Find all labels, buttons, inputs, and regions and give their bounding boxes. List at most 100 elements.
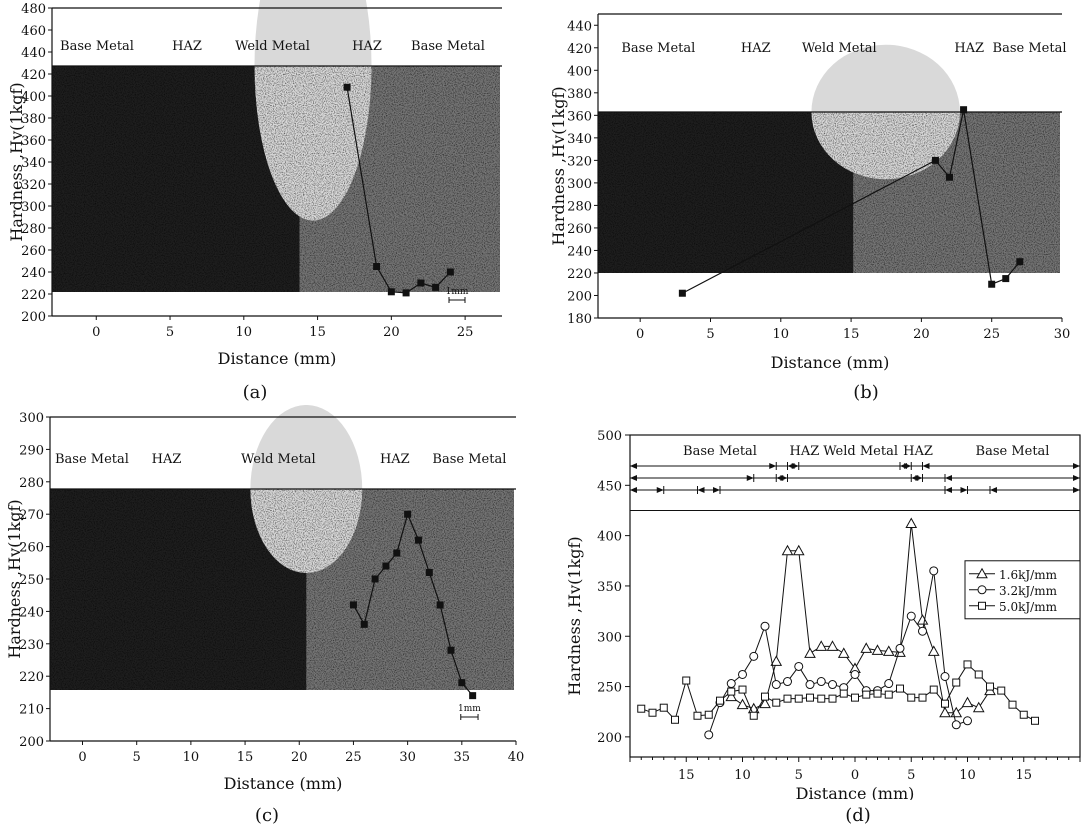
y-tick-label: 290 bbox=[19, 443, 44, 458]
caption-d: (d) bbox=[845, 805, 871, 826]
point-circle bbox=[794, 661, 804, 671]
region-label: HAZ bbox=[789, 444, 819, 459]
y-tick-label: 220 bbox=[21, 288, 46, 303]
y-tick-label: 250 bbox=[19, 573, 44, 588]
y-tick-label: 210 bbox=[19, 703, 44, 718]
hardness-point bbox=[458, 679, 466, 687]
point-square bbox=[896, 684, 904, 693]
point-square bbox=[873, 689, 882, 698]
region-label: Base Metal bbox=[683, 444, 757, 459]
x-axis-label: Distance (mm) bbox=[224, 774, 343, 793]
region-arrowhead bbox=[945, 487, 952, 493]
point-triangle bbox=[770, 655, 783, 666]
region-arrowhead bbox=[630, 475, 637, 481]
panel-d: 200 250 300 350 400 450 500 15 10 5 0 5 10 15 Base Met… bbox=[540, 405, 1084, 804]
x-tick-label: 10 bbox=[236, 325, 253, 340]
legend-label: 3.2kJ/mm bbox=[999, 584, 1058, 598]
y-axis-label: Hardness ,Hv(1kgf) bbox=[5, 499, 24, 658]
region-arrowhead bbox=[630, 487, 637, 493]
region-label: Base Metal bbox=[993, 41, 1067, 56]
x-tick-label: 25 bbox=[457, 325, 474, 340]
scale-bar-label: 1mm bbox=[446, 287, 469, 297]
y-tick-label: 420 bbox=[567, 42, 592, 57]
region-arrowhead bbox=[780, 475, 788, 481]
chart-b: 1802002202402602803003203403603804004204… bbox=[549, 13, 1070, 372]
point-square bbox=[727, 687, 736, 696]
hardness-point bbox=[1016, 258, 1024, 266]
panel-b: 180 200 220 240 260 280 300 320 340 360 380 400 420 4… bbox=[540, 0, 1084, 384]
region-arrowhead bbox=[630, 463, 637, 469]
point-square bbox=[828, 694, 837, 703]
region-label: Weld Metal bbox=[235, 39, 310, 54]
point-triangle bbox=[927, 645, 940, 656]
region-label: Base Metal bbox=[55, 452, 129, 467]
point-square bbox=[952, 678, 961, 687]
hardness-point bbox=[402, 289, 410, 297]
hardness-point bbox=[404, 510, 412, 518]
micrograph-edge bbox=[514, 487, 518, 692]
point-circle bbox=[749, 651, 759, 661]
hardness-point bbox=[371, 575, 379, 583]
y-axis-label: Hardness ,Hv(1kgf) bbox=[565, 536, 584, 695]
x-tick-label: 10 bbox=[183, 750, 200, 765]
y-axis-label: Hardness ,Hv(1kgf) bbox=[7, 82, 26, 241]
micrograph-edge bbox=[1060, 110, 1064, 275]
chart-c: 200 210 220 230 240 250 260 270 280 290 300 0 5 10 15 2… bbox=[5, 404, 524, 793]
x-tick-label: 5 bbox=[795, 768, 803, 783]
point-triangle bbox=[837, 647, 850, 658]
point-square bbox=[884, 690, 893, 699]
x-tick-label: 5 bbox=[907, 768, 915, 783]
y-tick-label: 200 bbox=[567, 289, 592, 304]
hardness-point bbox=[432, 283, 440, 291]
hardness-point bbox=[382, 562, 390, 570]
point-circle bbox=[704, 730, 714, 740]
hardness-point bbox=[393, 549, 401, 557]
y-tick-label: 400 bbox=[567, 64, 592, 79]
x-tick-label: 5 bbox=[706, 327, 714, 342]
region-label: Weld Metal bbox=[802, 41, 877, 56]
point-square bbox=[918, 693, 927, 702]
region-arrowhead bbox=[945, 475, 952, 481]
region-arrowhead bbox=[904, 463, 912, 469]
region-arrowhead bbox=[922, 463, 930, 469]
point-circle bbox=[884, 679, 894, 689]
point-circle bbox=[951, 720, 961, 730]
point-circle bbox=[726, 679, 736, 689]
y-tick-label: 380 bbox=[21, 112, 46, 127]
x-tick-label: 10 bbox=[959, 768, 976, 783]
hardness-point bbox=[373, 263, 381, 270]
hardness-point bbox=[1002, 275, 1010, 283]
y-tick-label: 200 bbox=[597, 731, 622, 746]
x-tick-label: 0 bbox=[636, 327, 644, 342]
point-triangle bbox=[804, 647, 816, 658]
y-tick-label: 280 bbox=[21, 222, 46, 237]
x-tick-label: 0 bbox=[92, 325, 100, 340]
x-tick-label: 10 bbox=[773, 327, 790, 342]
series-line-0 bbox=[730, 523, 991, 714]
point-square bbox=[671, 715, 679, 724]
point-square bbox=[1019, 710, 1028, 719]
point-triangle bbox=[871, 644, 884, 655]
region-arrowhead bbox=[791, 463, 799, 469]
point-triangle bbox=[961, 696, 974, 708]
hardness-point bbox=[349, 601, 357, 609]
region-label: Weld Metal bbox=[241, 452, 316, 467]
x-tick-label: 15 bbox=[1015, 768, 1032, 783]
point-square bbox=[862, 690, 871, 699]
point-circle bbox=[940, 672, 950, 681]
y-tick-label: 440 bbox=[21, 46, 46, 61]
x-tick-label: 15 bbox=[309, 325, 326, 340]
point-circle bbox=[977, 585, 987, 595]
point-circle bbox=[805, 680, 815, 690]
y-tick-label: 300 bbox=[21, 200, 46, 215]
x-tick-label: 0 bbox=[78, 750, 86, 765]
point-square bbox=[817, 694, 826, 703]
point-square bbox=[704, 710, 713, 719]
point-square bbox=[851, 693, 859, 702]
x-tick-label: 15 bbox=[237, 750, 254, 765]
region-arrowhead bbox=[990, 487, 997, 493]
hardness-series-line bbox=[352, 512, 474, 697]
hardness-point bbox=[960, 106, 968, 114]
region-arrowhead bbox=[746, 475, 754, 481]
hardness-point bbox=[946, 173, 954, 181]
